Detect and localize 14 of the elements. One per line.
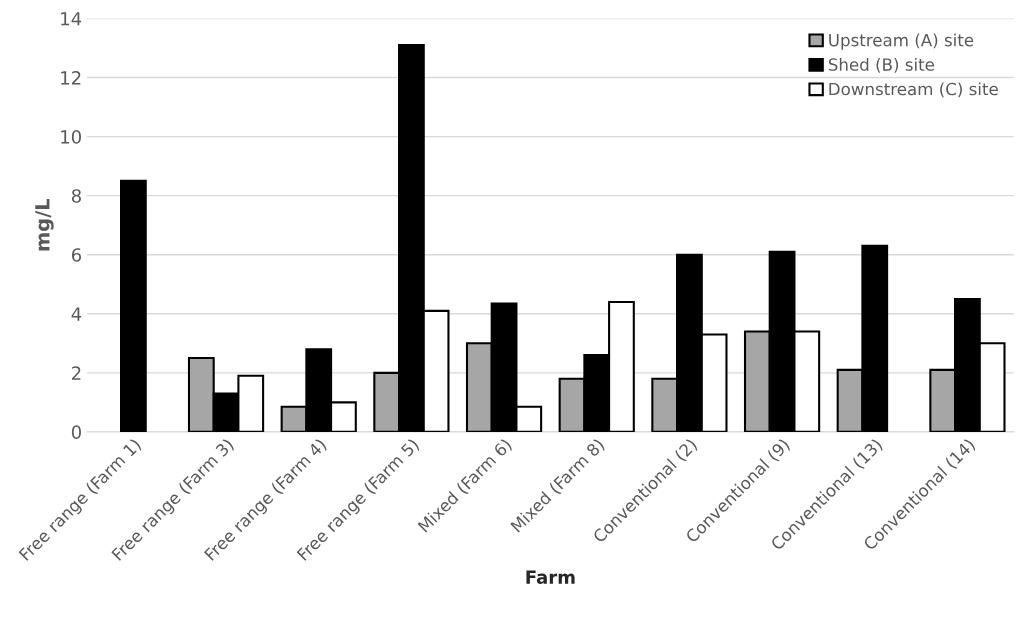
y-tick-label: 8 <box>71 189 81 203</box>
y-tick-label: 2 <box>72 366 81 380</box>
y-tick-label: 14 <box>61 12 82 26</box>
y-tick-label: 0 <box>71 425 81 440</box>
y-axis-title: mg/L <box>35 198 54 251</box>
legend-label: Downstream (C) site <box>829 82 998 98</box>
y-tick-label: 6 <box>71 248 82 262</box>
legend-label: Upstream (A) site <box>829 33 974 50</box>
x-axis-title: Farm <box>526 570 575 584</box>
y-tick-label: 4 <box>71 307 82 321</box>
y-tick-label: 10 <box>61 130 81 144</box>
y-tick-label: 12 <box>61 71 81 85</box>
legend-label: Shed (B) site <box>828 57 935 73</box>
bar <box>119 179 147 432</box>
